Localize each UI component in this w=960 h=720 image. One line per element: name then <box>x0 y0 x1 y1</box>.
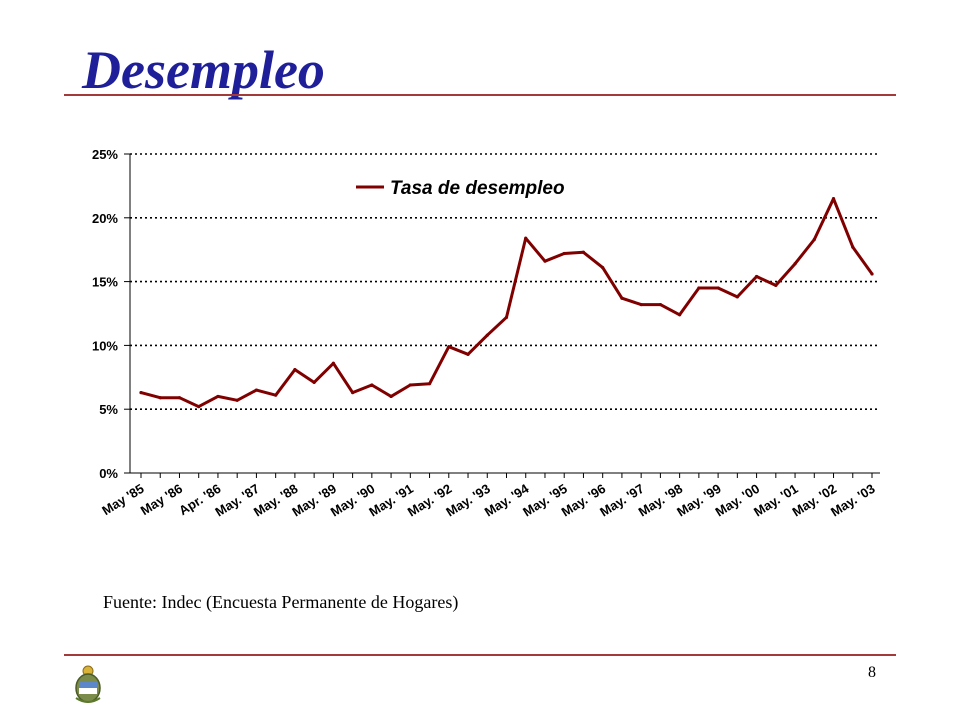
chart-axes <box>124 153 880 478</box>
data-point <box>312 380 316 385</box>
x-tick-label: May '85 <box>99 481 146 518</box>
data-point <box>408 383 412 387</box>
data-point <box>485 333 489 337</box>
chart-gridlines <box>130 153 880 411</box>
data-point <box>793 262 797 266</box>
data-point <box>524 236 528 240</box>
data-point <box>447 345 451 349</box>
footer-divider <box>64 654 896 656</box>
data-point <box>658 302 662 307</box>
data-point <box>678 313 682 317</box>
y-tick-label: 25% <box>92 147 118 162</box>
chart-legend: Tasa de desempleo <box>356 178 565 199</box>
data-point <box>716 286 720 290</box>
data-point <box>870 272 874 276</box>
y-tick-label: 5% <box>99 402 118 417</box>
data-point <box>639 302 643 307</box>
source-note: Fuente: Indec (Encuesta Permanente de Ho… <box>103 592 459 612</box>
data-point <box>351 391 355 395</box>
data-point <box>197 405 201 409</box>
y-axis-tick-labels: 0% 5% 10% 15% 20% 25% <box>92 147 118 481</box>
title-divider <box>64 94 896 96</box>
y-tick-label: 15% <box>92 275 118 290</box>
data-point <box>754 274 759 279</box>
page-title: Desempleo <box>82 40 325 100</box>
data-point <box>831 197 836 201</box>
data-point <box>216 394 220 399</box>
y-tick-label: 20% <box>92 211 118 226</box>
data-point <box>293 368 297 372</box>
chart-series <box>139 197 874 409</box>
data-point <box>139 391 143 395</box>
data-point <box>331 361 335 365</box>
data-point <box>158 396 162 400</box>
x-tick-label: May '86 <box>138 481 185 518</box>
data-point <box>235 398 239 402</box>
coat-of-arms-icon <box>75 665 101 703</box>
data-point <box>812 237 816 242</box>
data-point <box>254 388 259 392</box>
page-number: 8 <box>868 664 876 681</box>
data-point <box>697 286 701 290</box>
data-point <box>581 250 586 254</box>
x-tick-label: May. '03 <box>828 481 878 520</box>
data-point <box>851 245 855 249</box>
data-point <box>427 382 432 386</box>
data-point <box>601 265 605 270</box>
data-point <box>562 251 566 256</box>
y-tick-label: 0% <box>99 466 118 481</box>
data-point <box>466 352 470 356</box>
data-point <box>620 296 624 300</box>
series-line-tasa-de-desempleo <box>139 197 874 409</box>
data-point <box>735 295 739 299</box>
data-point <box>543 259 547 263</box>
data-point <box>504 315 509 319</box>
data-point <box>370 383 374 387</box>
data-point <box>274 393 278 397</box>
data-point <box>389 394 393 399</box>
data-point <box>177 396 182 400</box>
data-point <box>774 283 778 288</box>
y-tick-label: 10% <box>92 338 118 353</box>
legend-label: Tasa de desempleo <box>390 178 565 199</box>
